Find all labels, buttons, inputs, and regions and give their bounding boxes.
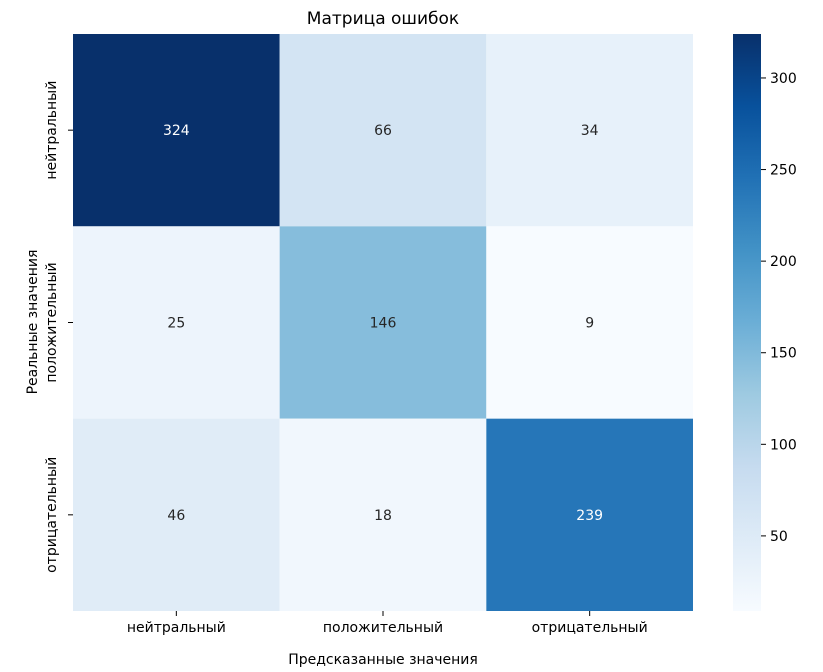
heatmap-cell-label-r1-c2: 9 xyxy=(585,316,594,332)
heatmap-cell-labels: 324 66 34 25 146 9 46 18 239 xyxy=(163,123,603,524)
heatmap-cell-r0-c2 xyxy=(486,34,693,227)
y-tick-label-0: нейтральный xyxy=(44,81,60,180)
colorbar-tick-label-5: 300 xyxy=(770,71,797,87)
heatmap-cell-r0-c0 xyxy=(73,34,280,227)
heatmap-cell-label-r0-c0: 324 xyxy=(163,123,190,139)
x-tick-label-1: положительный xyxy=(323,620,443,636)
heatmap-cells xyxy=(73,34,693,611)
heatmap-cell-label-r2-c0: 46 xyxy=(167,508,185,524)
heatmap-cell-label-r2-c2: 239 xyxy=(576,508,603,524)
colorbar-tick-label-1: 100 xyxy=(770,437,797,453)
x-tick-label-2: отрицательный xyxy=(532,620,648,636)
x-axis-label: Предсказанные значения xyxy=(288,652,478,668)
heatmap-cell-label-r0-c1: 66 xyxy=(374,123,392,139)
colorbar-tick-label-0: 50 xyxy=(770,529,788,545)
y-tick-label-1: положительный xyxy=(44,262,60,382)
heatmap-cell-label-r2-c1: 18 xyxy=(374,508,392,524)
heatmap-cell-r1-c0 xyxy=(73,226,280,419)
chart-title: Матрица ошибок xyxy=(307,9,459,29)
colorbar-tick-label-4: 250 xyxy=(770,163,797,179)
y-axis-ticks: нейтральный положительный отрицательный xyxy=(44,81,73,573)
heatmap-cell-r1-c2 xyxy=(486,226,693,419)
heatmap-cell-r2-c0 xyxy=(73,418,280,611)
y-tick-label-2: отрицательный xyxy=(44,457,60,573)
y-axis-label: Реальные значения xyxy=(25,250,41,395)
heatmap-cell-r0-c1 xyxy=(279,34,487,227)
x-tick-label-0: нейтральный xyxy=(127,620,226,636)
colorbar: 50 100 150 200 250 300 xyxy=(733,34,797,611)
colorbar-tick-label-3: 200 xyxy=(770,254,797,270)
colorbar-gradient xyxy=(733,34,761,611)
heatmap-cell-label-r0-c2: 34 xyxy=(581,123,599,139)
heatmap-cell-r1-c1 xyxy=(279,226,487,419)
heatmap-cell-r2-c2 xyxy=(486,418,693,611)
heatmap-cell-label-r1-c1: 146 xyxy=(370,316,397,332)
x-axis-ticks: нейтральный положительный отрицательный xyxy=(127,611,648,636)
heatmap-cell-label-r1-c0: 25 xyxy=(167,316,185,332)
heatmap-cell-r2-c1 xyxy=(279,418,487,611)
colorbar-tick-label-2: 150 xyxy=(770,346,797,362)
